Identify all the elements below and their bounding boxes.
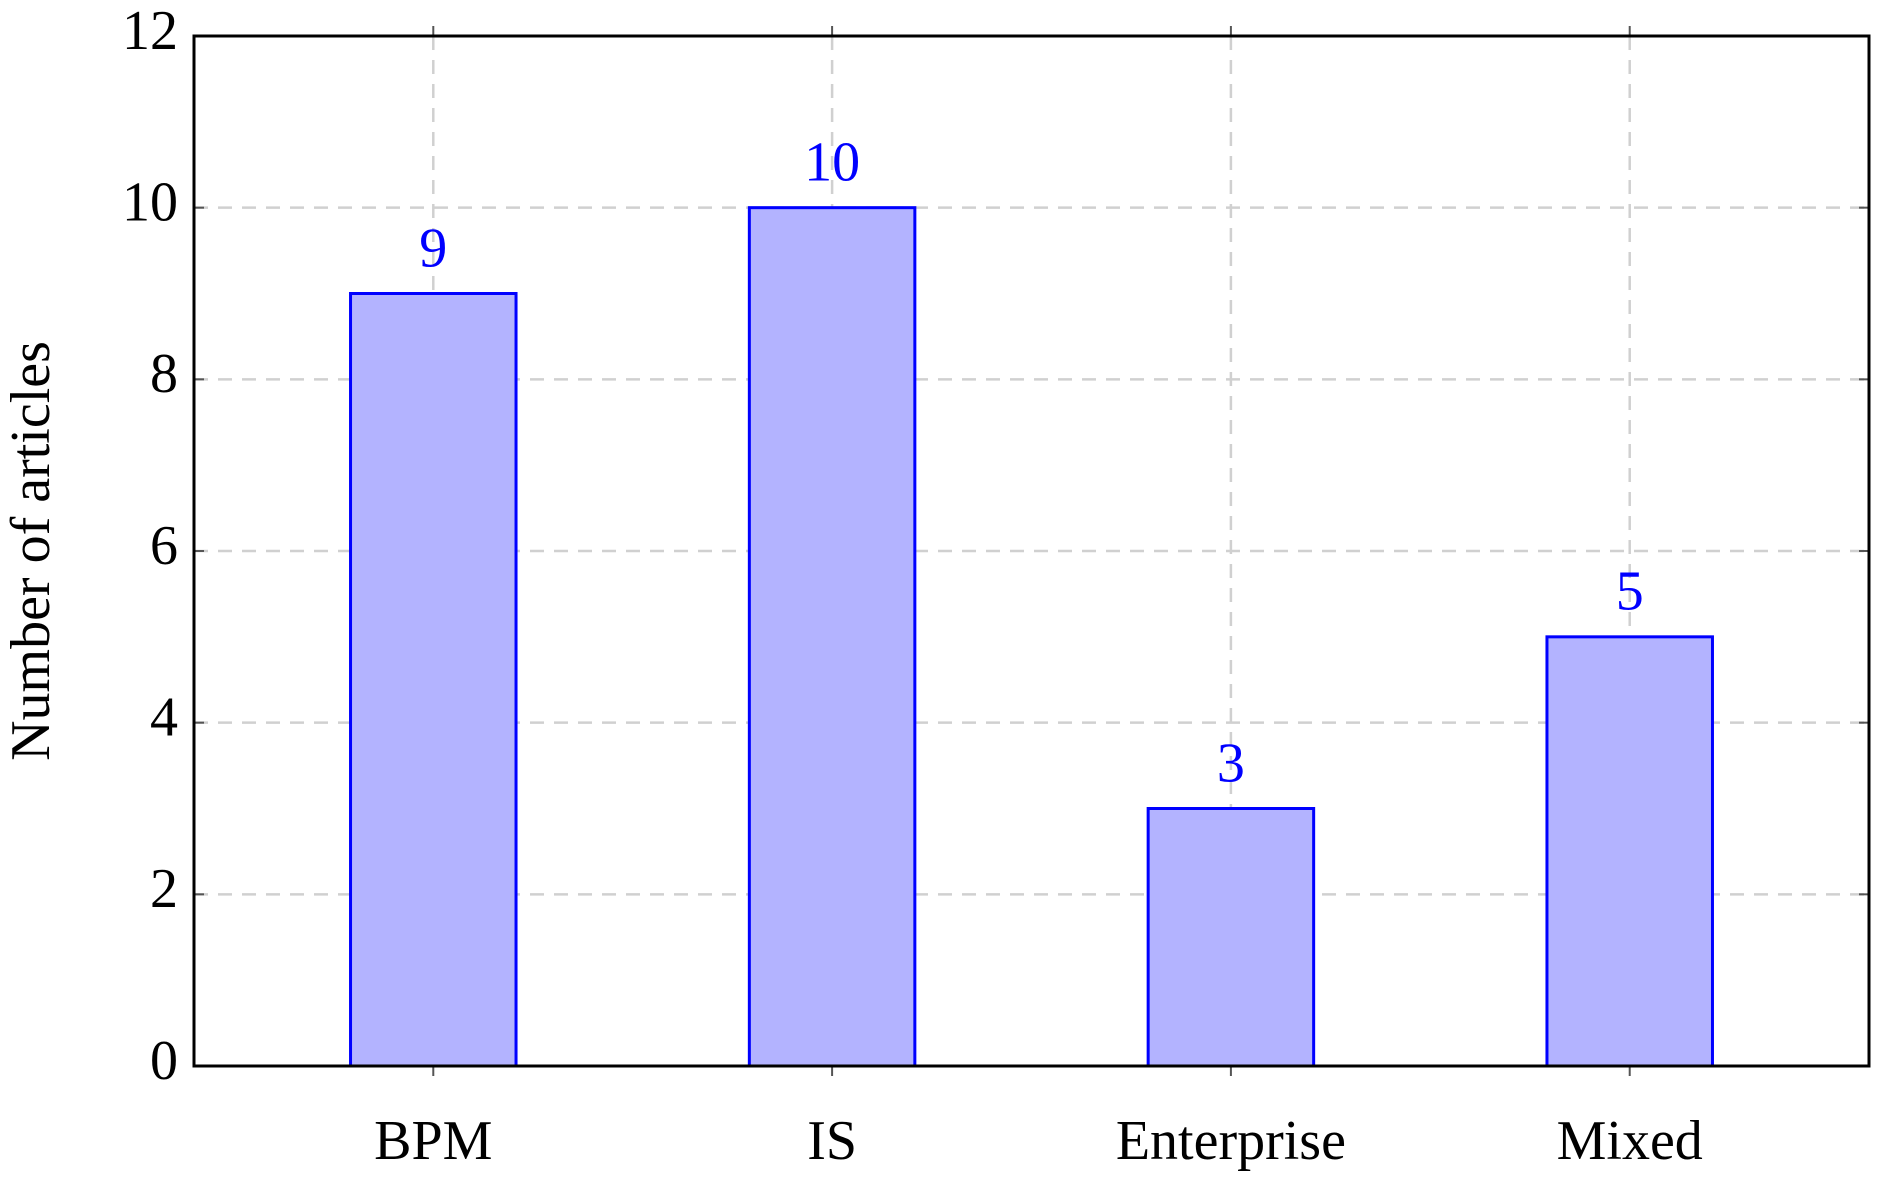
value-label: 9 xyxy=(419,217,447,279)
plot-frame xyxy=(192,34,1871,1068)
y-tick-label: 10 xyxy=(122,172,178,234)
y-axis-label: Number of articles xyxy=(0,341,62,761)
bar xyxy=(1146,807,1316,1068)
x-tick-label: Enterprise xyxy=(1116,1110,1346,1172)
bar xyxy=(1545,635,1714,1068)
y-tick-label: 2 xyxy=(150,858,178,920)
y-tick-label: 8 xyxy=(150,343,178,405)
x-tick-label: BPM xyxy=(374,1110,492,1172)
value-label: 3 xyxy=(1217,732,1245,794)
y-tick-label: 4 xyxy=(150,687,178,749)
bar xyxy=(349,292,518,1068)
x-tick-label: Mixed xyxy=(1557,1110,1703,1172)
y-tick-label: 6 xyxy=(150,515,178,577)
value-label: 5 xyxy=(1616,561,1644,623)
y-tick-label: 12 xyxy=(122,0,178,62)
bar xyxy=(747,206,917,1068)
y-tick-label: 0 xyxy=(150,1030,178,1092)
value-label: 10 xyxy=(804,132,860,194)
x-tick-label: IS xyxy=(807,1110,857,1172)
